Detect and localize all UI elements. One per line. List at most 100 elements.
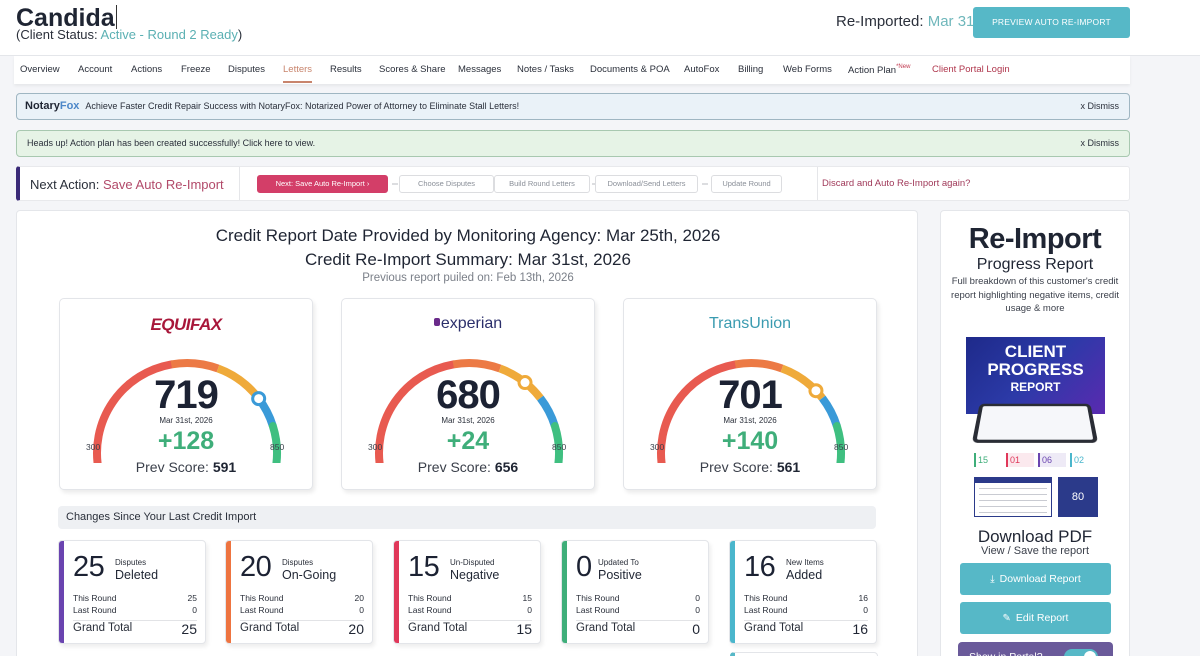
- next-action-value: Save Auto Re-Import: [103, 177, 224, 192]
- download-report-button[interactable]: ⤓ Download Report: [960, 563, 1111, 595]
- stat-card-positive: 0 Updated To Positive This Round 0 Last R…: [561, 540, 709, 644]
- last-round-row: Last Round 0: [240, 605, 364, 615]
- progress-report-description: Full breakdown of this customer's credit…: [951, 276, 1119, 314]
- last-round-value: 0: [863, 605, 868, 615]
- tab-billing[interactable]: Billing: [738, 64, 764, 75]
- status-value: Active - Round 2 Ready: [100, 27, 238, 42]
- show-in-portal-toggle-row: Show in Portal?: [958, 642, 1113, 656]
- promo-stat: 15: [974, 453, 1002, 467]
- gauge-max-label: 850: [834, 442, 849, 452]
- gauge-segment: [734, 359, 784, 373]
- tab-account[interactable]: Account: [78, 64, 113, 75]
- text-cursor: [115, 5, 117, 29]
- step-download-send-letters[interactable]: Download/Send Letters: [595, 175, 698, 193]
- action-plan-success-banner[interactable]: Heads up! Action plan has been created s…: [16, 130, 1130, 157]
- next-save-auto-reimport-button[interactable]: Next: Save Auto Re-Import ›: [257, 175, 388, 193]
- logo-fox: Fox: [59, 100, 80, 112]
- grand-total-value: 0: [692, 621, 700, 637]
- this-round-value: 15: [522, 593, 532, 603]
- discard-reimport-link[interactable]: Discard and Auto Re-Import again?: [822, 178, 971, 189]
- step-build-round-letters[interactable]: Build Round Letters: [494, 175, 590, 193]
- stat-caption: New Items: [786, 558, 824, 567]
- promo-table-header: [975, 478, 1051, 483]
- changes-section-title: Changes Since Your Last Credit Import: [58, 506, 876, 529]
- prev-score-label: Prev Score:: [135, 459, 209, 475]
- client-name-text: Candida: [16, 4, 115, 32]
- preview-auto-reimport-button[interactable]: PREVIEW AUTO RE-IMPORT: [973, 7, 1130, 38]
- this-round-label: This Round: [408, 593, 452, 603]
- client-tabs: Overview Account Actions Freeze Disputes…: [14, 56, 1130, 84]
- equifax-score: 719: [154, 373, 219, 417]
- stat-caption: Disputes: [282, 558, 314, 567]
- tab-client-portal-login[interactable]: Client Portal Login: [932, 64, 1010, 75]
- grand-total-value: 20: [348, 621, 364, 637]
- next-stat-card-partial: [730, 652, 878, 656]
- step-choose-disputes[interactable]: Choose Disputes: [399, 175, 494, 193]
- last-round-row: Last Round 0: [744, 605, 868, 615]
- gauge-min-label: 300: [368, 442, 383, 452]
- stat-count: 0: [576, 551, 592, 583]
- this-round-label: This Round: [576, 593, 620, 603]
- stat-title: Deleted: [115, 568, 159, 582]
- download-icon: ⤓: [990, 574, 995, 585]
- reimported-label: Re-Imported:: [836, 13, 924, 30]
- last-round-row: Last Round 0: [408, 605, 532, 615]
- grand-total-label: Grand Total: [744, 622, 804, 634]
- download-report-label: Download Report: [999, 573, 1081, 585]
- stat-title: On-Going: [282, 568, 337, 582]
- tab-results[interactable]: Results: [330, 64, 362, 75]
- step-connector: [392, 183, 398, 185]
- tab-disputes[interactable]: Disputes: [228, 64, 265, 75]
- divider: [817, 167, 818, 200]
- transunion-score-gauge: [657, 359, 845, 463]
- equifax-score-card: EQUIFAX 719 Mar 31st, 2026 300 850 +128 …: [59, 298, 313, 490]
- tab-web-forms[interactable]: Web Forms: [783, 64, 832, 75]
- dismiss-success-button[interactable]: x Dismiss: [1080, 138, 1120, 148]
- edit-report-button[interactable]: ✎ Edit Report: [960, 602, 1111, 634]
- download-pdf-subtitle: View / Save the report: [980, 545, 1090, 557]
- stat-card-negative: 15 Un-Disputed Negative This Round 15 Las…: [393, 540, 541, 644]
- this-round-label: This Round: [240, 593, 284, 603]
- equifax-score-change: +128: [157, 427, 215, 455]
- client-progress-report-preview[interactable]: CLIENT PROGRESS REPORT 15 01 06 02 80: [966, 337, 1105, 523]
- tab-freeze[interactable]: Freeze: [181, 64, 211, 75]
- notaryfox-banner[interactable]: NotaryFox Achieve Faster Credit Repair S…: [16, 93, 1130, 120]
- equifax-score-date: Mar 31st, 2026: [159, 416, 213, 425]
- experian-score-gauge: [375, 359, 563, 463]
- download-pdf-title: Download PDF: [977, 527, 1093, 546]
- last-round-label: Last Round: [73, 605, 117, 615]
- tab-scores-share[interactable]: Scores & Share: [379, 64, 446, 75]
- last-round-label: Last Round: [408, 605, 452, 615]
- tab-action-plan[interactable]: Action Plan*New: [848, 64, 910, 76]
- stat-title: Positive: [598, 568, 642, 582]
- tab-letters[interactable]: Letters: [283, 64, 313, 83]
- transunion-score-date: Mar 31st, 2026: [723, 416, 777, 425]
- dismiss-notaryfox-button[interactable]: x Dismiss: [1080, 101, 1120, 111]
- promo-table-row: [979, 506, 1047, 507]
- divider: [408, 620, 532, 621]
- this-round-value: 25: [187, 593, 197, 603]
- step-update-round[interactable]: Update Round: [711, 175, 782, 193]
- tab-notes-tasks[interactable]: Notes / Tasks: [517, 64, 574, 75]
- tab-messages[interactable]: Messages: [458, 64, 502, 75]
- success-banner-text[interactable]: Heads up! Action plan has been created s…: [27, 138, 316, 148]
- gauge-segment: [550, 422, 563, 463]
- this-round-value: 0: [695, 593, 700, 603]
- tab-autofox[interactable]: AutoFox: [684, 64, 720, 75]
- equifax-score-gauge: [93, 359, 281, 463]
- tab-documents-poa[interactable]: Documents & POA: [590, 64, 670, 75]
- step-connector: [702, 183, 708, 185]
- grand-total-row: Grand Total 25: [73, 621, 197, 637]
- promo-stat: 06: [1038, 453, 1066, 467]
- tab-overview[interactable]: Overview: [20, 64, 60, 75]
- stat-caption: Un-Disputed: [450, 558, 495, 567]
- gauge-segment: [375, 360, 458, 463]
- tablet-screen: [976, 406, 1094, 440]
- tab-actions[interactable]: Actions: [131, 64, 163, 75]
- experian-score-card: experian 680 Mar 31st, 2026 300 850 +24 …: [341, 298, 595, 490]
- notaryfox-banner-text: Achieve Faster Credit Repair Success wit…: [85, 101, 520, 111]
- tablet-illustration: [971, 403, 1099, 443]
- show-in-portal-toggle[interactable]: [1064, 649, 1098, 656]
- promo-score-box: 80: [1058, 477, 1098, 517]
- divider: [73, 620, 197, 621]
